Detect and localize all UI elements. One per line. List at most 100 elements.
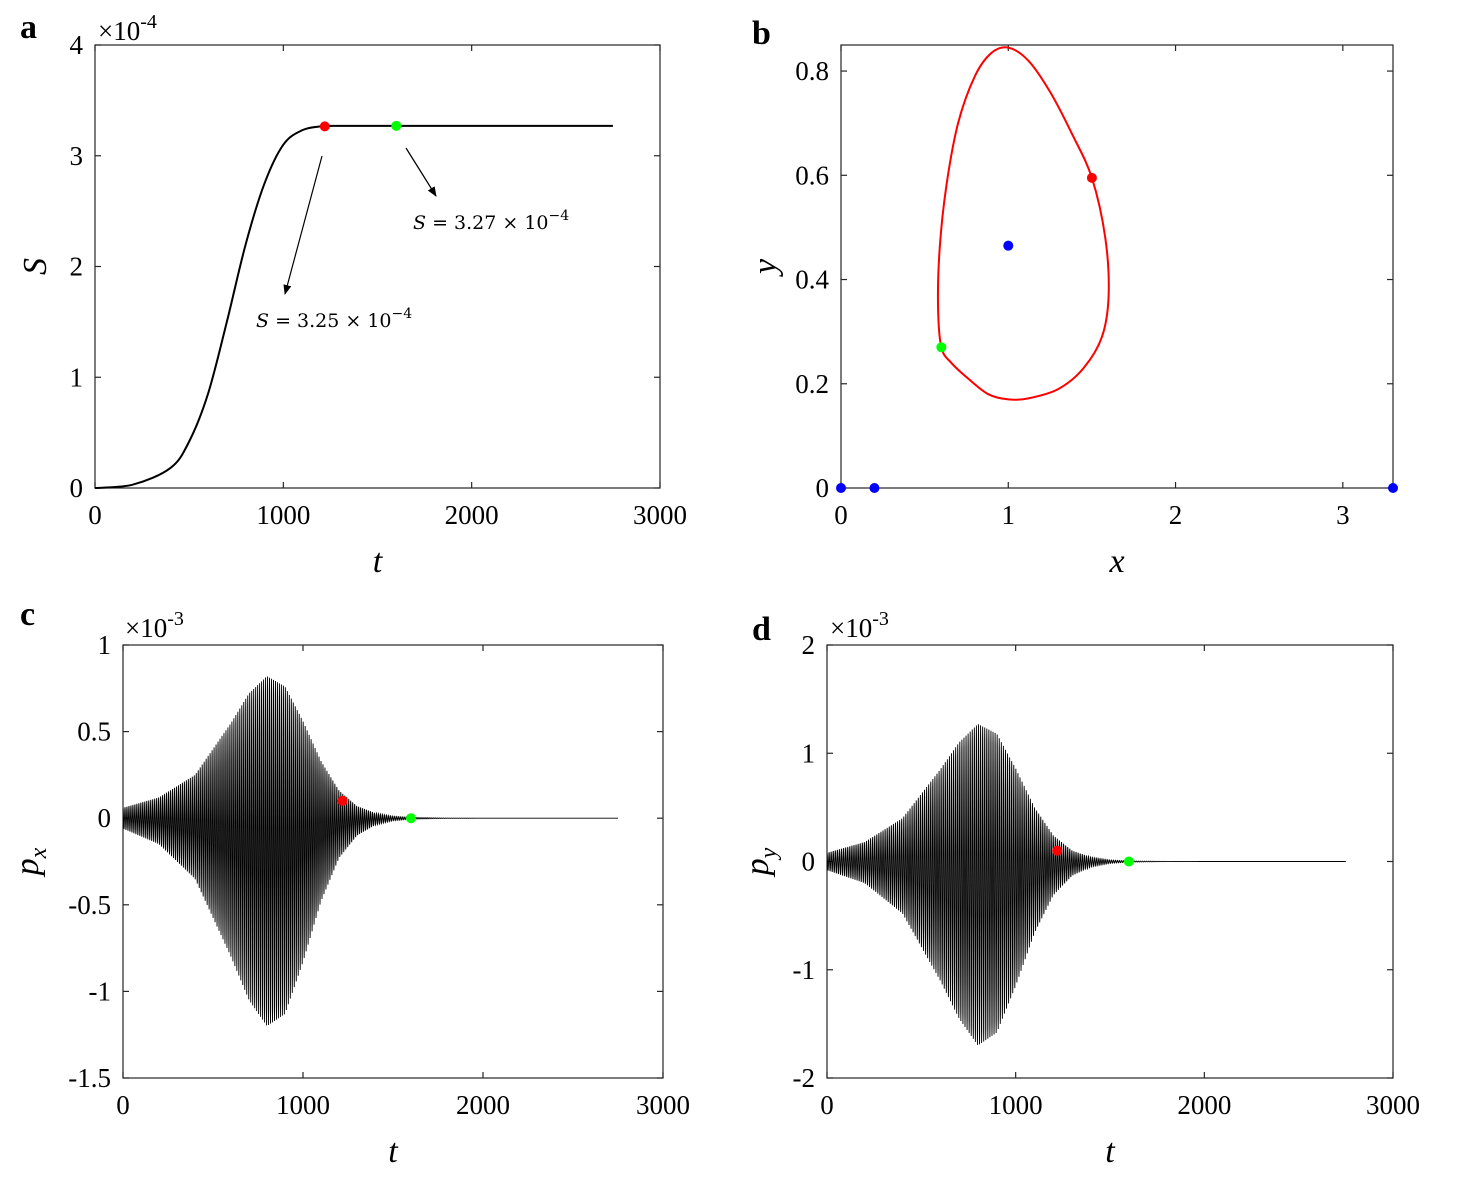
y-tick-label: 0.5 (77, 717, 111, 747)
marker-0 (1086, 172, 1097, 183)
marker-0 (337, 795, 348, 806)
panel-letter: b (752, 15, 771, 52)
x-tick-label: 2000 (445, 500, 499, 530)
marker-1 (936, 342, 947, 353)
x-tick-label: 2000 (1177, 1090, 1231, 1120)
y-tick-label: 0 (802, 847, 816, 877)
x-axis-label: x (1108, 543, 1124, 580)
y-tick-label: 4 (70, 30, 84, 60)
oscillation-signal (827, 724, 1346, 1045)
plot-area (936, 46, 1110, 401)
y-exponent-power: -4 (140, 11, 157, 33)
y-tick-label: 1 (802, 738, 816, 768)
annotation-value: = 3.25 × 10 (269, 310, 391, 332)
x-tick-label: 0 (116, 1090, 130, 1120)
x-tick-label: 2000 (456, 1090, 510, 1120)
y-tick-label: -0.5 (68, 890, 111, 920)
x-tick-label: 3000 (636, 1090, 690, 1120)
x-tick-label: 1000 (989, 1090, 1043, 1120)
marker-0 (1052, 845, 1063, 856)
y-axis-label-main: y (747, 258, 784, 277)
y-exponent-label: ×10-4 (98, 11, 157, 46)
annotation-text: S = 3.27 × 10−4 (413, 208, 569, 234)
x-axis-label: t (1105, 1133, 1116, 1170)
y-tick-label: 0 (70, 473, 84, 503)
y-exponent-label: ×10-3 (830, 608, 889, 643)
y-tick-label: 1 (70, 362, 84, 392)
oscillation-signal (123, 676, 618, 1026)
marker-1 (1123, 856, 1134, 867)
y-axis-label-main: p (739, 858, 776, 877)
marker-5 (1388, 483, 1398, 493)
y-tick-label: -1 (89, 976, 112, 1006)
annotation-exponent: −4 (549, 208, 570, 224)
x-tick-label: 3000 (1366, 1090, 1420, 1120)
panel-b: b 0 1 2 3 0 0.2 0.4 0.6 0.8 x y (747, 15, 1398, 580)
x-tick-label: 1000 (276, 1090, 330, 1120)
panel-d: d 0 1000 2000 3000 -2 -1 0 1 2 ×10-3 t py (739, 608, 1420, 1170)
annotation-var: S (256, 310, 269, 332)
x-tick-label: 1000 (256, 500, 310, 530)
y-tick-label: 0.2 (795, 369, 829, 399)
marker-2 (1003, 240, 1014, 251)
x-tick-label: 0 (834, 500, 848, 530)
y-tick-label: 0 (98, 803, 112, 833)
marker-0 (319, 121, 330, 132)
annotation-value: = 3.27 × 10 (426, 212, 548, 234)
panel-letter: d (752, 611, 771, 648)
y-axis-label-main: p (9, 858, 46, 877)
x-axis-label: t (373, 543, 384, 580)
y-axis-label-subscript: x (26, 847, 52, 859)
y-axis-label: y (747, 258, 784, 277)
y-axis-label-main: S (17, 258, 54, 275)
y-exponent-label: ×10-3 (125, 608, 184, 643)
y-exponent-base: ×10 (125, 613, 167, 643)
y-tick-label: 0.4 (795, 265, 829, 295)
x-axis-label: t (388, 1133, 399, 1170)
plot-area (827, 724, 1346, 1045)
y-axis-label: px (9, 847, 52, 877)
axes-box (122, 644, 664, 1079)
x-tick-label: 2 (1169, 500, 1183, 530)
axes-box (94, 44, 661, 489)
y-axis-label-subscript: y (756, 847, 782, 860)
y-exponent-base: ×10 (98, 16, 140, 46)
y-exponent-power: -3 (167, 608, 184, 630)
panel-letter: c (20, 596, 35, 633)
axes-box (840, 44, 1394, 489)
plot-area (95, 124, 613, 489)
y-axis-label: S (17, 258, 54, 275)
series-line-0 (95, 124, 613, 489)
panel-letter: a (20, 9, 37, 46)
plot-area (123, 676, 618, 1026)
y-tick-label: -1.5 (68, 1063, 111, 1093)
y-exponent-base: ×10 (830, 613, 872, 643)
y-tick-label: 0.8 (795, 56, 829, 86)
annotation-var: S (413, 212, 426, 234)
y-tick-label: -2 (793, 1063, 816, 1093)
series-line-0 (936, 46, 1110, 401)
marker-4 (869, 483, 880, 493)
y-tick-label: -1 (793, 955, 816, 985)
y-axis-label: py (739, 847, 782, 877)
panel-c: c 0 1000 2000 3000 -1.5 -1 -0.5 0 0.5 1 ×10-3 t px (9, 596, 690, 1170)
annotation-exponent: −4 (392, 306, 413, 322)
annotation-arrow (283, 155, 323, 295)
y-tick-label: 0 (816, 473, 830, 503)
y-tick-label: 0.6 (795, 160, 829, 190)
marker-3 (836, 483, 846, 493)
y-tick-label: 1 (98, 630, 112, 660)
y-tick-label: 3 (70, 141, 84, 171)
annotation-text: S = 3.25 × 10−4 (256, 306, 412, 332)
y-exponent-power: -3 (872, 608, 889, 630)
x-tick-label: 3000 (633, 500, 687, 530)
y-tick-label: 2 (70, 252, 84, 282)
x-tick-label: 1 (1002, 500, 1016, 530)
marker-1 (406, 813, 416, 824)
annotation-arrow (405, 147, 437, 197)
x-tick-label: 0 (88, 500, 102, 530)
y-tick-label: 2 (802, 630, 816, 660)
x-tick-label: 0 (820, 1090, 834, 1120)
